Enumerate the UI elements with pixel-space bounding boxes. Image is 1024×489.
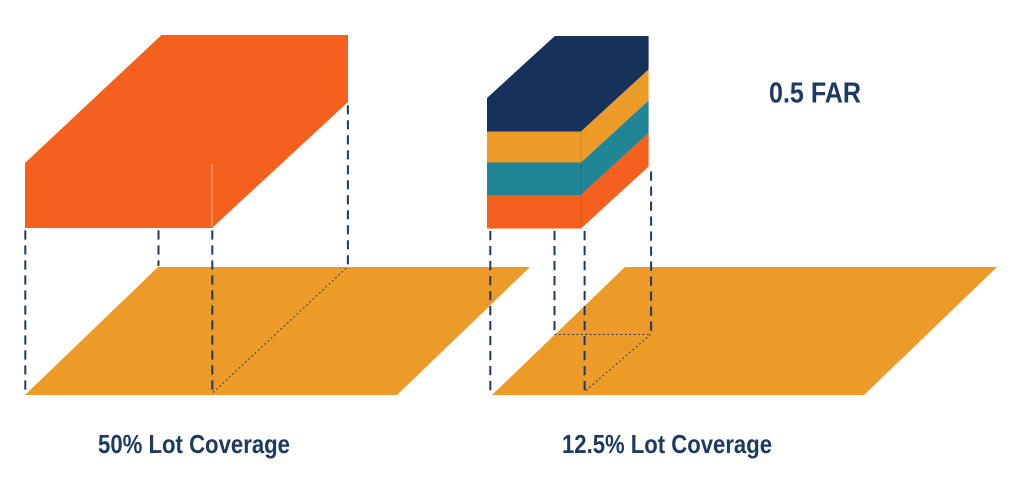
svg-text:50% Lot Coverage: 50% Lot Coverage bbox=[98, 429, 290, 459]
svg-text:0.5 FAR: 0.5 FAR bbox=[769, 78, 861, 110]
svg-text:12.5% Lot Coverage: 12.5% Lot Coverage bbox=[562, 429, 772, 459]
